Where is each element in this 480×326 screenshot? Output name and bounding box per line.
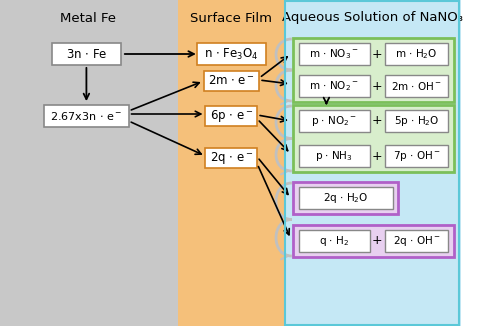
Bar [197, 43, 266, 65]
Text: m $\cdot$ NO$_3$$^-$: m $\cdot$ NO$_3$$^-$ [309, 47, 359, 61]
Bar [0, 0, 178, 326]
Bar [385, 43, 448, 65]
Bar [385, 110, 448, 132]
Text: 6p $\cdot$ e$^-$: 6p $\cdot$ e$^-$ [210, 108, 253, 124]
Bar [293, 225, 454, 257]
Bar [299, 110, 370, 132]
Text: m $\cdot$ H$_2$O: m $\cdot$ H$_2$O [396, 47, 438, 61]
Text: Aqueous Solution of NaNO₃: Aqueous Solution of NaNO₃ [282, 11, 463, 24]
Bar [285, 1, 459, 325]
Text: p $\cdot$ NH$_3$: p $\cdot$ NH$_3$ [315, 149, 353, 163]
Bar [299, 145, 370, 167]
Bar [205, 148, 257, 168]
Text: n $\cdot$ Fe$_3$O$_4$: n $\cdot$ Fe$_3$O$_4$ [204, 46, 259, 62]
Text: 5p $\cdot$ H$_2$O: 5p $\cdot$ H$_2$O [394, 114, 439, 128]
Bar [385, 145, 448, 167]
Bar [299, 230, 370, 252]
Bar [285, 0, 461, 326]
Text: +: + [372, 234, 383, 247]
Bar [385, 230, 448, 252]
Text: 2q $\cdot$ H$_2$O: 2q $\cdot$ H$_2$O [323, 191, 368, 205]
Text: 2q $\cdot$ OH$^-$: 2q $\cdot$ OH$^-$ [393, 234, 441, 248]
Bar [385, 75, 448, 97]
Text: +: + [372, 150, 383, 162]
Text: +: + [372, 48, 383, 61]
Text: m $\cdot$ NO$_2$$^-$: m $\cdot$ NO$_2$$^-$ [309, 79, 359, 93]
Text: 2m $\cdot$ e$^-$: 2m $\cdot$ e$^-$ [208, 75, 255, 87]
Text: 2q $\cdot$ e$^-$: 2q $\cdot$ e$^-$ [210, 150, 253, 166]
Bar [299, 43, 370, 65]
Bar [52, 43, 121, 65]
Bar [204, 71, 259, 91]
Text: q $\cdot$ H$_2$: q $\cdot$ H$_2$ [319, 234, 349, 248]
Bar [299, 75, 370, 97]
Text: p $\cdot$ NO$_2$$^-$: p $\cdot$ NO$_2$$^-$ [311, 114, 357, 128]
Bar [293, 105, 454, 172]
Text: 2.67x3n $\cdot$ e$^-$: 2.67x3n $\cdot$ e$^-$ [50, 110, 122, 122]
Text: +: + [372, 80, 383, 93]
Text: +: + [372, 114, 383, 127]
Bar [293, 182, 398, 214]
Text: 3n $\cdot$ Fe: 3n $\cdot$ Fe [66, 48, 107, 61]
Bar [205, 106, 257, 126]
Bar [293, 38, 454, 102]
Text: 2m $\cdot$ OH$^-$: 2m $\cdot$ OH$^-$ [391, 80, 442, 92]
Bar [299, 187, 393, 209]
Text: Metal Fe: Metal Fe [60, 11, 116, 24]
Bar [44, 105, 129, 127]
Text: Surface Film: Surface Film [191, 11, 272, 24]
Bar [178, 0, 285, 326]
Text: 7p $\cdot$ OH$^-$: 7p $\cdot$ OH$^-$ [393, 149, 441, 163]
